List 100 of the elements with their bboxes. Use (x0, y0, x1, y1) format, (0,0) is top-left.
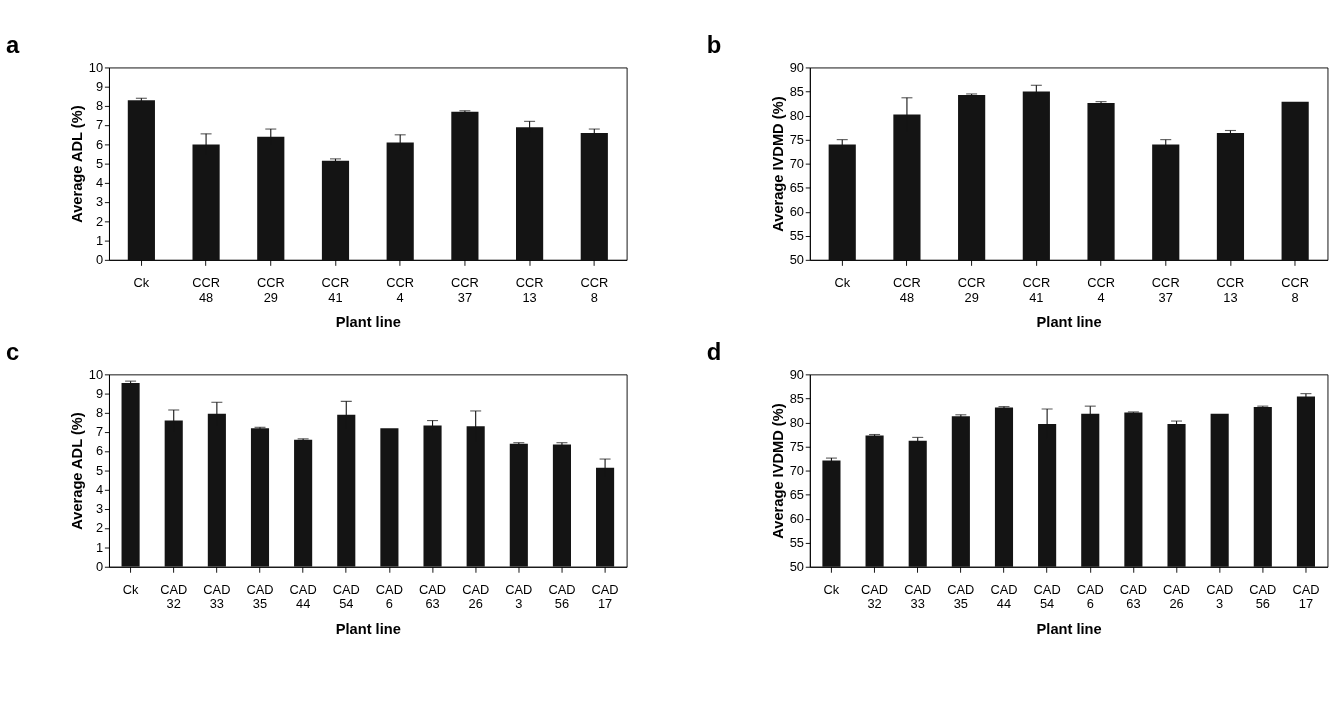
y-tick-label: 65 (789, 179, 804, 195)
x-tick-label: CCR 41 (321, 274, 350, 305)
x-tick-label: CAD 26 (1163, 581, 1191, 612)
x-axis-title: Plant line (335, 621, 401, 638)
y-tick-label: 75 (789, 438, 804, 454)
y-axis-title: Average ADL (%) (69, 412, 86, 530)
x-tick-label: CCR 29 (256, 274, 285, 305)
y-tick-label: 2 (95, 213, 104, 229)
x-axis-title: Plant line (1036, 621, 1102, 638)
y-tick-label: 80 (789, 414, 804, 430)
chart-title: d (706, 337, 722, 365)
x-tick-label: CAD 56 (548, 581, 576, 612)
x-tick-label: CAD 35 (947, 581, 975, 612)
y-axis-title: Average ADL (%) (69, 105, 86, 223)
x-tick-label: Ck (823, 581, 840, 597)
y-tick-label: 8 (95, 98, 104, 114)
x-tick-label: CAD 54 (332, 581, 360, 612)
y-tick-label: 75 (789, 131, 804, 147)
y-tick-label: 70 (789, 155, 804, 171)
x-tick-label: CCR 4 (386, 274, 415, 305)
x-tick-label: CAD 3 (1206, 581, 1234, 612)
x-axis-title: Plant line (335, 314, 401, 331)
x-tick-label: CAD 17 (1292, 581, 1320, 612)
y-tick-label: 7 (95, 424, 104, 440)
y-tick-label: 85 (789, 83, 804, 99)
x-tick-label: CAD 33 (904, 581, 932, 612)
y-tick-label: 70 (789, 462, 804, 478)
y-tick-label: 60 (789, 203, 804, 219)
x-tick-label: Ck (133, 274, 150, 290)
x-tick-label: CCR 4 (1087, 274, 1115, 305)
y-tick-label: 4 (95, 481, 104, 497)
y-tick-label: 9 (95, 78, 104, 94)
y-tick-label: 4 (95, 175, 104, 191)
x-tick-label: CAD 33 (203, 581, 231, 612)
x-tick-label: CAD 35 (246, 581, 274, 612)
y-tick-label: 3 (95, 501, 104, 517)
bar (321, 160, 350, 260)
x-tick-label: CAD 17 (591, 581, 619, 612)
y-tick-label: 0 (95, 252, 104, 267)
x-tick-label: CAD 26 (462, 581, 490, 612)
y-axis-title: Average IVDMD (%) (770, 403, 787, 539)
y-tick-label: 2 (95, 520, 104, 536)
x-tick-label: CCR 37 (451, 274, 479, 305)
bar (552, 444, 571, 567)
y-tick-label: 85 (789, 390, 804, 406)
x-tick-label: CCR 48 (192, 274, 220, 305)
x-tick-label: CAD 32 (861, 581, 889, 612)
y-tick-label: 65 (789, 486, 804, 502)
y-tick-label: 60 (789, 510, 804, 526)
y-tick-label: 1 (95, 232, 104, 248)
x-tick-label: CAD 6 (1076, 581, 1104, 612)
y-tick-label: 6 (95, 443, 104, 459)
chart-title: a (5, 30, 20, 58)
y-tick-label: 9 (95, 385, 104, 401)
y-tick-label: 50 (789, 558, 804, 574)
x-tick-label: CCR 37 (1151, 274, 1180, 305)
y-axis-title: Average IVDMD (%) (770, 96, 787, 232)
y-tick-label: 5 (95, 462, 104, 478)
y-tick-label: 55 (789, 227, 804, 243)
x-tick-label: Ck (834, 274, 851, 290)
y-tick-label: 7 (95, 117, 104, 133)
y-tick-label: 10 (88, 59, 104, 75)
y-tick-label: 90 (789, 366, 804, 382)
x-axis-title: Plant line (1036, 314, 1102, 331)
x-tick-label: CAD 54 (1033, 581, 1061, 612)
y-tick-label: 50 (789, 252, 804, 267)
y-tick-label: 80 (789, 107, 804, 123)
bar (294, 439, 313, 567)
x-tick-label: CCR 29 (957, 274, 986, 305)
x-tick-label: CAD 63 (419, 581, 447, 612)
x-tick-label: CAD 44 (990, 581, 1018, 612)
x-tick-label: Ck (122, 581, 140, 597)
x-tick-label: CAD 6 (375, 581, 403, 612)
x-tick-label: CCR 13 (1216, 274, 1245, 305)
y-tick-label: 1 (95, 539, 104, 555)
y-tick-label: 3 (95, 194, 104, 210)
y-tick-label: 6 (95, 136, 104, 152)
bar (380, 428, 399, 567)
x-tick-label: CAD 3 (505, 581, 533, 612)
y-tick-label: 0 (95, 558, 104, 574)
x-tick-label: CAD 63 (1119, 581, 1147, 612)
bar (451, 111, 479, 260)
x-tick-label: CCR 8 (1281, 274, 1310, 305)
y-tick-label: 55 (789, 534, 804, 550)
x-tick-label: CCR 48 (893, 274, 921, 305)
y-tick-label: 10 (88, 366, 104, 382)
x-tick-label: CAD 44 (289, 581, 317, 612)
bar (250, 428, 270, 567)
y-tick-label: 5 (95, 155, 104, 171)
chart-title: c (5, 337, 20, 365)
y-tick-label: 90 (789, 59, 804, 75)
x-tick-label: CAD 32 (160, 581, 188, 612)
x-tick-label: CCR 13 (515, 274, 544, 305)
x-tick-label: CCR 8 (580, 274, 609, 305)
y-tick-label: 8 (95, 405, 104, 420)
x-tick-label: CCR 41 (1022, 274, 1051, 305)
bar (423, 425, 442, 567)
chart-title: b (706, 30, 722, 58)
bar (509, 443, 528, 567)
x-tick-label: CAD 56 (1249, 581, 1277, 612)
